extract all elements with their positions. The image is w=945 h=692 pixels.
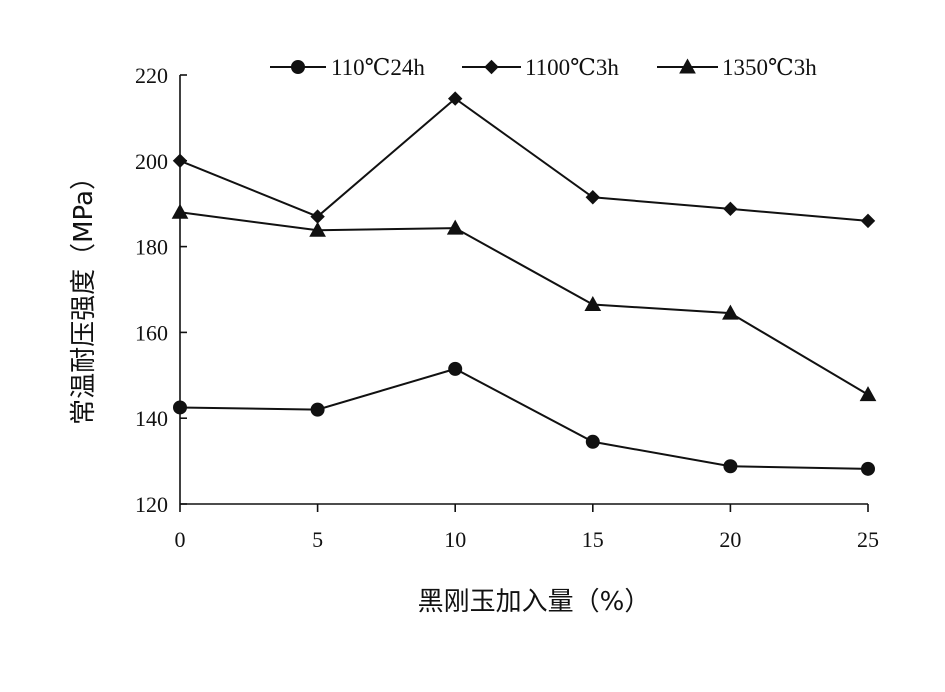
y-ticks: 120 140 160 180 200 220 [135,63,187,517]
data-point [171,203,189,219]
data-point [861,461,875,476]
y-tick-label: 180 [135,235,168,260]
axes [179,75,868,505]
data-point [446,219,464,235]
y-tick-label: 220 [135,63,168,88]
legend-marker [484,59,499,75]
x-tick-label: 15 [582,527,604,552]
series-line [179,367,869,470]
legend-label: 1350℃3h [722,55,817,80]
legend-label: 1100℃3h [525,55,619,80]
y-tick-label: 140 [135,406,168,431]
data-point [309,221,326,237]
data-point [172,153,188,169]
x-tick-label: 10 [444,527,466,552]
data-point [723,459,738,474]
series-line [179,97,869,222]
data-point [447,91,463,106]
x-tick-label: 5 [312,527,323,552]
legend-item: 1100℃3h [462,55,619,80]
x-axis-title: 黑刚玉加入量（%） [418,587,651,617]
series-triangle [171,203,877,402]
series-circle [173,361,875,476]
legend-marker [291,60,305,74]
y-tick-label: 160 [135,320,168,345]
data-point [584,295,602,312]
y-axis-title: 常温耐压强度（MPa） [69,164,99,425]
series-group [171,91,877,476]
data-point [173,400,187,415]
y-tick-label: 200 [135,149,168,174]
x-tick-label: 0 [175,527,186,552]
legend-label: 110℃24h [331,55,425,80]
data-point [585,434,600,449]
y-tick-label: 120 [135,492,168,517]
data-point [723,201,738,217]
data-point [859,386,877,402]
data-point [448,361,463,376]
legend-marker [679,58,696,74]
x-tick-label: 20 [719,527,741,552]
data-point [722,304,739,320]
data-point [860,213,876,229]
x-tick-label: 25 [857,527,879,552]
legend-item: 1350℃3h [657,55,817,80]
legend-item: 110℃24h [270,55,425,80]
series-line [179,211,869,396]
x-ticks: 0 5 10 15 20 25 [175,504,879,552]
data-point [585,190,601,205]
series-diamond [172,91,876,229]
data-point [310,402,325,417]
legend: 110℃24h 1100℃3h 1350℃3h [270,55,817,80]
